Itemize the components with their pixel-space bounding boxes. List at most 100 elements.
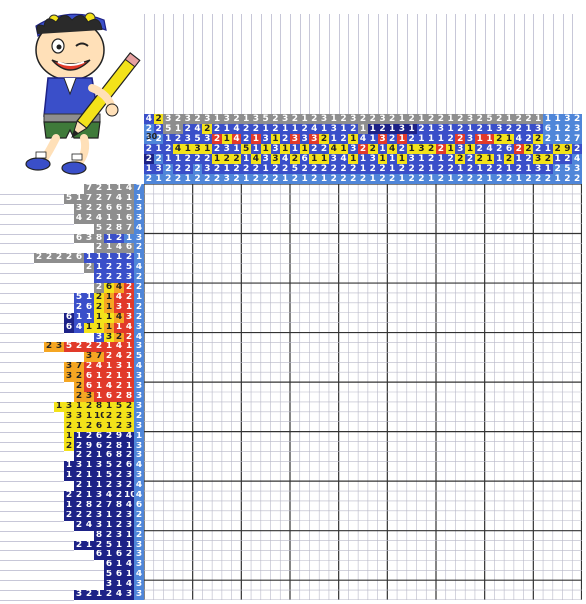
column-clue-cell: 1 xyxy=(513,154,524,164)
row-clue-cell: 4 xyxy=(114,590,124,600)
column-clue-cell: 3 xyxy=(367,154,378,164)
row-clue-cell: 3 xyxy=(74,590,84,600)
column-clue-cell: 2 xyxy=(202,174,213,184)
column-clue-cell: 3 xyxy=(562,114,573,124)
column-clue-cell: 2 xyxy=(426,114,436,124)
column-clue-cell: 1 xyxy=(251,134,261,144)
column-guide-line xyxy=(192,14,194,114)
row-clue-cell: 2 xyxy=(114,392,124,402)
column-clue-cell: 2 xyxy=(455,114,466,124)
column-clue-cell: 2 xyxy=(436,164,446,174)
column-guide-line xyxy=(319,14,321,114)
column-clue-cell: 3 xyxy=(221,114,232,124)
column-clue-cell: 2 xyxy=(153,134,164,144)
row-clue-cell: 8 xyxy=(114,500,124,511)
column-clue-cell: 2 xyxy=(445,164,456,174)
column-clue-cell: 2 xyxy=(552,144,563,154)
column-clue-cell: 2 xyxy=(280,164,290,174)
row-clue-cell: 4 xyxy=(134,332,144,343)
row-clue-cell: 2 xyxy=(134,411,144,422)
column-clue-cell: 2 xyxy=(543,154,553,164)
row-clue-cell: 8 xyxy=(94,233,104,244)
column-clue-cell: 1 xyxy=(397,174,407,184)
row-clue-cell: 1 xyxy=(104,253,114,264)
row-clue-cell: 1 xyxy=(114,322,124,333)
column-clue-cell: 2 xyxy=(436,174,446,184)
row-clue-cell: 4 xyxy=(94,213,104,224)
row-clue-cell: 2 xyxy=(134,283,144,293)
column-clue-cell: 3 xyxy=(260,134,271,144)
column-clue-cell: 1 xyxy=(552,124,563,134)
row-clue-cell: 4 xyxy=(134,481,144,492)
column-guide-line xyxy=(474,14,476,114)
row-clue-cell: 1 xyxy=(104,243,114,254)
row-clue-cell: 7 xyxy=(94,352,104,363)
row-clue-cell: 1 xyxy=(134,193,144,204)
row-clue-cell: 1 xyxy=(84,253,94,264)
row-clue-cell: 1 xyxy=(84,292,94,303)
column-clue-cell: 2 xyxy=(192,174,203,184)
row-guide-line xyxy=(0,491,74,493)
column-clue-cell: 1 xyxy=(241,174,252,184)
column-clue-cell: 2 xyxy=(251,124,261,134)
row-clue-cell: 3 xyxy=(134,203,144,214)
column-clue-cell: 5 xyxy=(192,134,203,144)
column-guide-line xyxy=(543,14,545,114)
row-clue-cell: 3 xyxy=(84,233,94,244)
column-clue-cell: 1 xyxy=(280,144,290,154)
row-clue-cell: 10 xyxy=(124,491,134,501)
column-clue-cell: 4 xyxy=(387,144,398,154)
row-clue-cell: 1 xyxy=(134,431,144,442)
column-clue-cell: 1 xyxy=(328,114,339,124)
column-clue-cell: 2 xyxy=(163,164,174,174)
row-guide-line xyxy=(0,273,84,275)
row-clue-cell: 2 xyxy=(94,243,104,254)
solution-grid[interactable] xyxy=(143,183,583,600)
column-guide-line xyxy=(552,14,554,114)
column-clue-cell: 2 xyxy=(202,124,213,134)
column-guide-line xyxy=(241,14,243,114)
column-clue-cell: 2 xyxy=(387,134,398,144)
row-clue-cell: 2 xyxy=(104,352,114,363)
row-clue-cell: 1 xyxy=(114,540,124,551)
grid-lines[interactable] xyxy=(143,183,583,600)
column-clue-cell: 1 xyxy=(251,144,261,154)
row-clue-cell: 6 xyxy=(94,421,104,432)
row-clue-cell: 6 xyxy=(84,302,94,313)
column-clue-cell: 1 xyxy=(241,114,252,124)
row-clue-cell: 4 xyxy=(104,491,114,501)
column-clue-cell: 2 xyxy=(348,164,359,174)
row-clue-cell: 4 xyxy=(124,322,134,333)
column-clue-cell: 1 xyxy=(182,144,193,154)
row-clue-cell: 1 xyxy=(104,302,114,313)
cartoon-boy-with-pencil-icon xyxy=(25,12,141,175)
column-clue-cell: 1 xyxy=(221,164,232,174)
column-clue-cell: 1 xyxy=(367,174,378,184)
row-guide-line xyxy=(0,421,64,423)
column-clue-cell: 4 xyxy=(572,154,582,164)
column-clue-cell: 1 xyxy=(445,124,456,134)
column-clue-cell: 3 xyxy=(377,134,388,144)
row-clue-cell: 2 xyxy=(124,481,134,492)
column-clue-cell: 1 xyxy=(280,124,290,134)
column-clue-cell: 3 xyxy=(221,144,232,154)
row-guide-line xyxy=(0,243,74,245)
column-clue-cell: 2 xyxy=(367,164,378,174)
column-clue-cell: 2 xyxy=(377,124,388,134)
row-clue-cell: 2 xyxy=(84,431,94,442)
row-clue-cell: 2 xyxy=(74,372,84,383)
row-clue-cell: 5 xyxy=(104,540,114,551)
row-clue-cell: 1 xyxy=(124,193,134,204)
row-guide-line xyxy=(0,193,84,195)
row-clue-cell: 6 xyxy=(84,372,94,383)
column-clue-cell: 2 xyxy=(163,174,174,184)
column-clue-cell: 1 xyxy=(543,114,553,124)
column-clue-cell: 1 xyxy=(426,164,436,174)
row-clue-cell: 1 xyxy=(74,431,84,442)
row-clue-cell: 1 xyxy=(74,401,84,412)
row-clue-cell: 4 xyxy=(134,461,144,472)
column-clue-cell: 2 xyxy=(212,134,222,144)
row-clue-cell: 3 xyxy=(134,322,144,333)
column-clue-cell: 2 xyxy=(533,134,544,144)
column-clue-cell: 1 xyxy=(153,174,164,184)
